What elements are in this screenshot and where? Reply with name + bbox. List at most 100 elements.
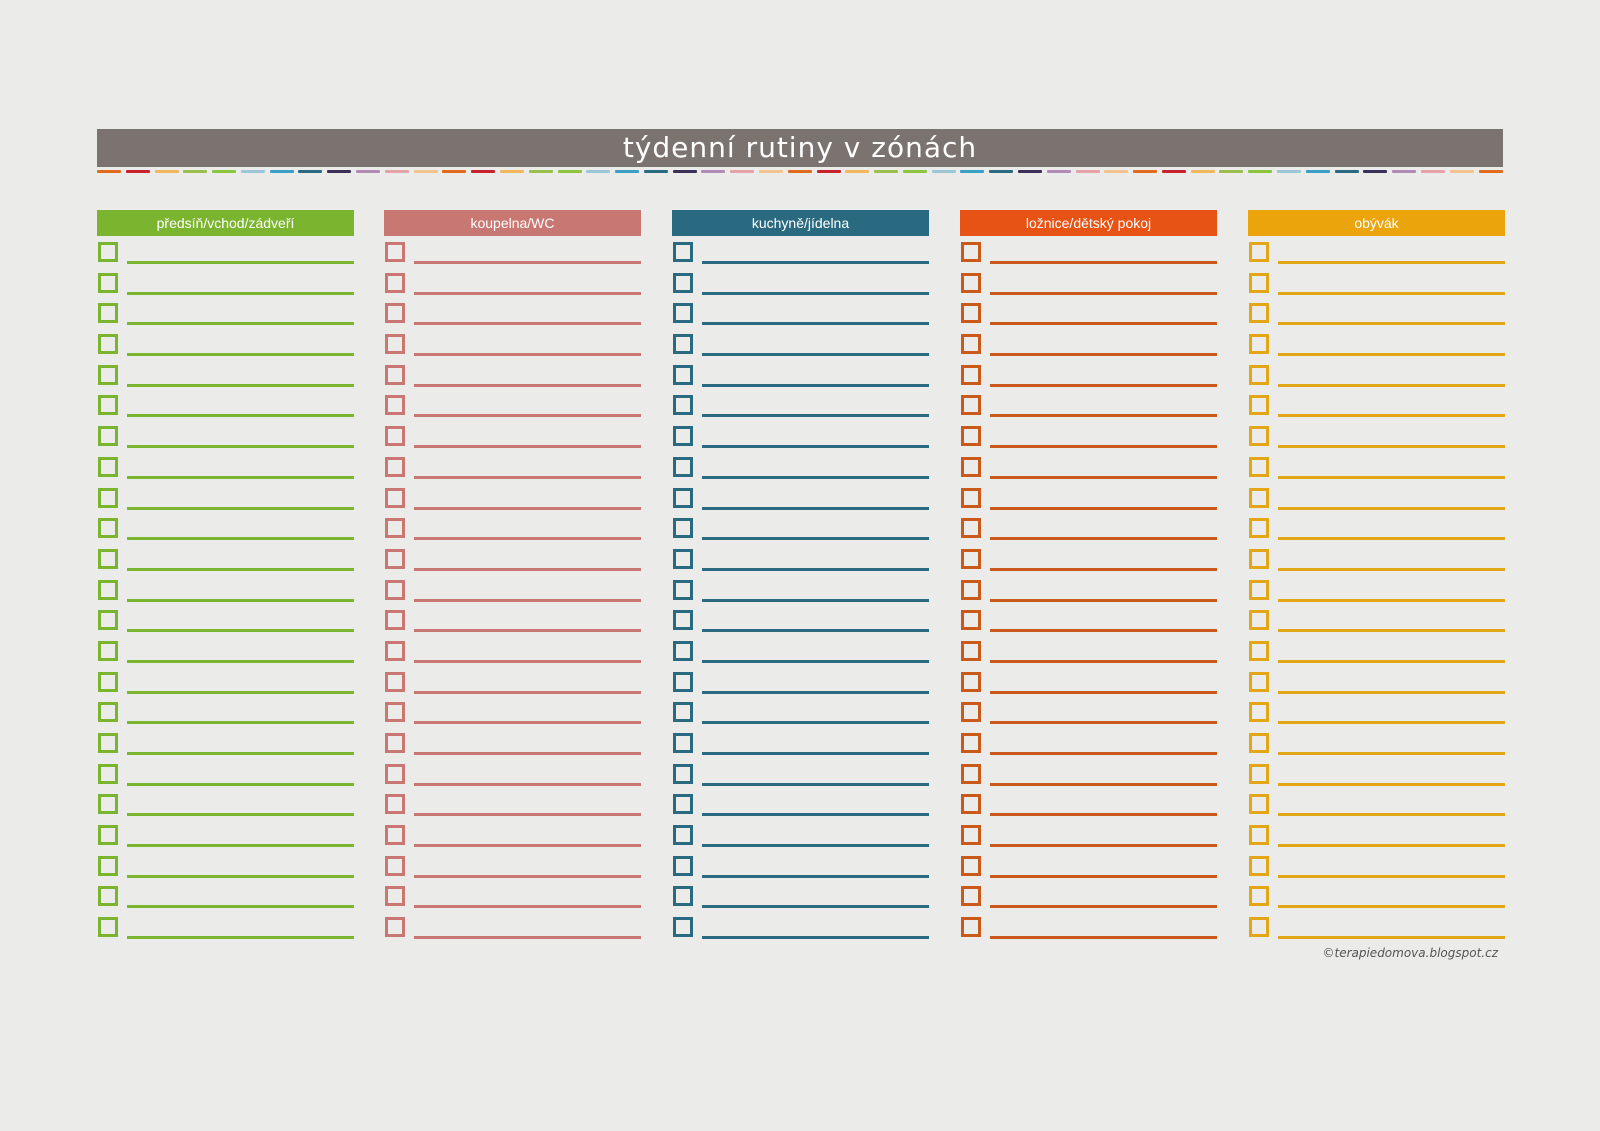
task-checkbox[interactable] bbox=[98, 334, 118, 355]
task-checkbox[interactable] bbox=[385, 303, 405, 324]
task-checkbox[interactable] bbox=[1249, 917, 1269, 938]
task-checkbox[interactable] bbox=[961, 763, 981, 784]
task-checkbox[interactable] bbox=[1249, 671, 1269, 692]
task-write-line[interactable] bbox=[702, 353, 929, 357]
task-write-line[interactable] bbox=[127, 414, 354, 418]
task-checkbox[interactable] bbox=[1249, 272, 1269, 293]
task-checkbox[interactable] bbox=[673, 763, 693, 784]
task-checkbox[interactable] bbox=[98, 702, 118, 723]
task-checkbox[interactable] bbox=[385, 334, 405, 355]
task-write-line[interactable] bbox=[1278, 353, 1505, 357]
task-checkbox[interactable] bbox=[1249, 456, 1269, 477]
task-write-line[interactable] bbox=[990, 752, 1217, 755]
task-write-line[interactable] bbox=[127, 383, 354, 387]
task-checkbox[interactable] bbox=[961, 886, 981, 907]
task-write-line[interactable] bbox=[702, 813, 929, 817]
task-write-line[interactable] bbox=[990, 322, 1217, 326]
task-checkbox[interactable] bbox=[961, 364, 981, 385]
task-write-line[interactable] bbox=[1278, 782, 1505, 786]
task-checkbox[interactable] bbox=[961, 671, 981, 692]
task-write-line[interactable] bbox=[1278, 414, 1505, 418]
task-checkbox[interactable] bbox=[673, 303, 693, 324]
task-write-line[interactable] bbox=[414, 813, 641, 817]
task-write-line[interactable] bbox=[990, 905, 1217, 909]
task-write-line[interactable] bbox=[127, 905, 354, 909]
task-write-line[interactable] bbox=[1278, 322, 1505, 326]
task-write-line[interactable] bbox=[414, 905, 641, 909]
task-checkbox[interactable] bbox=[98, 763, 118, 784]
task-checkbox[interactable] bbox=[961, 242, 981, 262]
task-checkbox[interactable] bbox=[1249, 395, 1269, 416]
task-checkbox[interactable] bbox=[961, 610, 981, 631]
task-checkbox[interactable] bbox=[1249, 733, 1269, 753]
task-write-line[interactable] bbox=[702, 383, 929, 387]
task-checkbox[interactable] bbox=[98, 487, 118, 508]
task-checkbox[interactable] bbox=[673, 610, 693, 631]
task-write-line[interactable] bbox=[127, 445, 354, 449]
task-checkbox[interactable] bbox=[961, 303, 981, 324]
task-checkbox[interactable] bbox=[673, 794, 693, 815]
task-checkbox[interactable] bbox=[673, 640, 693, 661]
task-write-line[interactable] bbox=[990, 844, 1217, 848]
task-write-line[interactable] bbox=[702, 844, 929, 848]
task-checkbox[interactable] bbox=[1249, 610, 1269, 631]
task-checkbox[interactable] bbox=[961, 272, 981, 293]
task-write-line[interactable] bbox=[414, 844, 641, 848]
task-write-line[interactable] bbox=[414, 506, 641, 510]
task-write-line[interactable] bbox=[127, 506, 354, 510]
task-checkbox[interactable] bbox=[1249, 886, 1269, 907]
task-write-line[interactable] bbox=[127, 659, 354, 663]
task-checkbox[interactable] bbox=[1249, 242, 1269, 262]
task-checkbox[interactable] bbox=[385, 395, 405, 416]
task-write-line[interactable] bbox=[990, 475, 1217, 479]
task-write-line[interactable] bbox=[702, 659, 929, 663]
task-write-line[interactable] bbox=[127, 598, 354, 602]
task-write-line[interactable] bbox=[990, 782, 1217, 786]
task-write-line[interactable] bbox=[990, 721, 1217, 725]
task-write-line[interactable] bbox=[414, 690, 641, 694]
task-checkbox[interactable] bbox=[673, 671, 693, 692]
task-checkbox[interactable] bbox=[961, 640, 981, 661]
task-write-line[interactable] bbox=[414, 383, 641, 387]
task-write-line[interactable] bbox=[990, 874, 1217, 878]
task-write-line[interactable] bbox=[702, 752, 929, 755]
task-checkbox[interactable] bbox=[385, 855, 405, 876]
task-write-line[interactable] bbox=[414, 659, 641, 663]
task-checkbox[interactable] bbox=[673, 548, 693, 569]
task-checkbox[interactable] bbox=[673, 364, 693, 385]
task-checkbox[interactable] bbox=[385, 794, 405, 815]
task-write-line[interactable] bbox=[702, 721, 929, 725]
task-write-line[interactable] bbox=[414, 261, 641, 264]
task-write-line[interactable] bbox=[414, 445, 641, 449]
task-checkbox[interactable] bbox=[98, 456, 118, 477]
task-write-line[interactable] bbox=[414, 721, 641, 725]
task-checkbox[interactable] bbox=[98, 242, 118, 262]
task-checkbox[interactable] bbox=[961, 917, 981, 938]
task-checkbox[interactable] bbox=[1249, 794, 1269, 815]
task-checkbox[interactable] bbox=[673, 702, 693, 723]
task-write-line[interactable] bbox=[127, 353, 354, 357]
task-write-line[interactable] bbox=[702, 506, 929, 510]
task-checkbox[interactable] bbox=[385, 763, 405, 784]
task-checkbox[interactable] bbox=[98, 733, 118, 753]
task-checkbox[interactable] bbox=[673, 579, 693, 600]
task-write-line[interactable] bbox=[990, 353, 1217, 357]
task-write-line[interactable] bbox=[1278, 475, 1505, 479]
task-write-line[interactable] bbox=[1278, 261, 1505, 264]
task-write-line[interactable] bbox=[1278, 383, 1505, 387]
task-checkbox[interactable] bbox=[673, 272, 693, 293]
task-write-line[interactable] bbox=[702, 322, 929, 326]
task-checkbox[interactable] bbox=[961, 456, 981, 477]
task-checkbox[interactable] bbox=[385, 640, 405, 661]
task-checkbox[interactable] bbox=[98, 640, 118, 661]
task-checkbox[interactable] bbox=[961, 395, 981, 416]
task-write-line[interactable] bbox=[702, 905, 929, 909]
task-checkbox[interactable] bbox=[385, 426, 405, 447]
task-checkbox[interactable] bbox=[98, 825, 118, 846]
task-checkbox[interactable] bbox=[961, 733, 981, 753]
task-write-line[interactable] bbox=[702, 445, 929, 449]
task-write-line[interactable] bbox=[990, 936, 1217, 940]
task-checkbox[interactable] bbox=[673, 825, 693, 846]
task-write-line[interactable] bbox=[127, 690, 354, 694]
task-checkbox[interactable] bbox=[1249, 426, 1269, 447]
